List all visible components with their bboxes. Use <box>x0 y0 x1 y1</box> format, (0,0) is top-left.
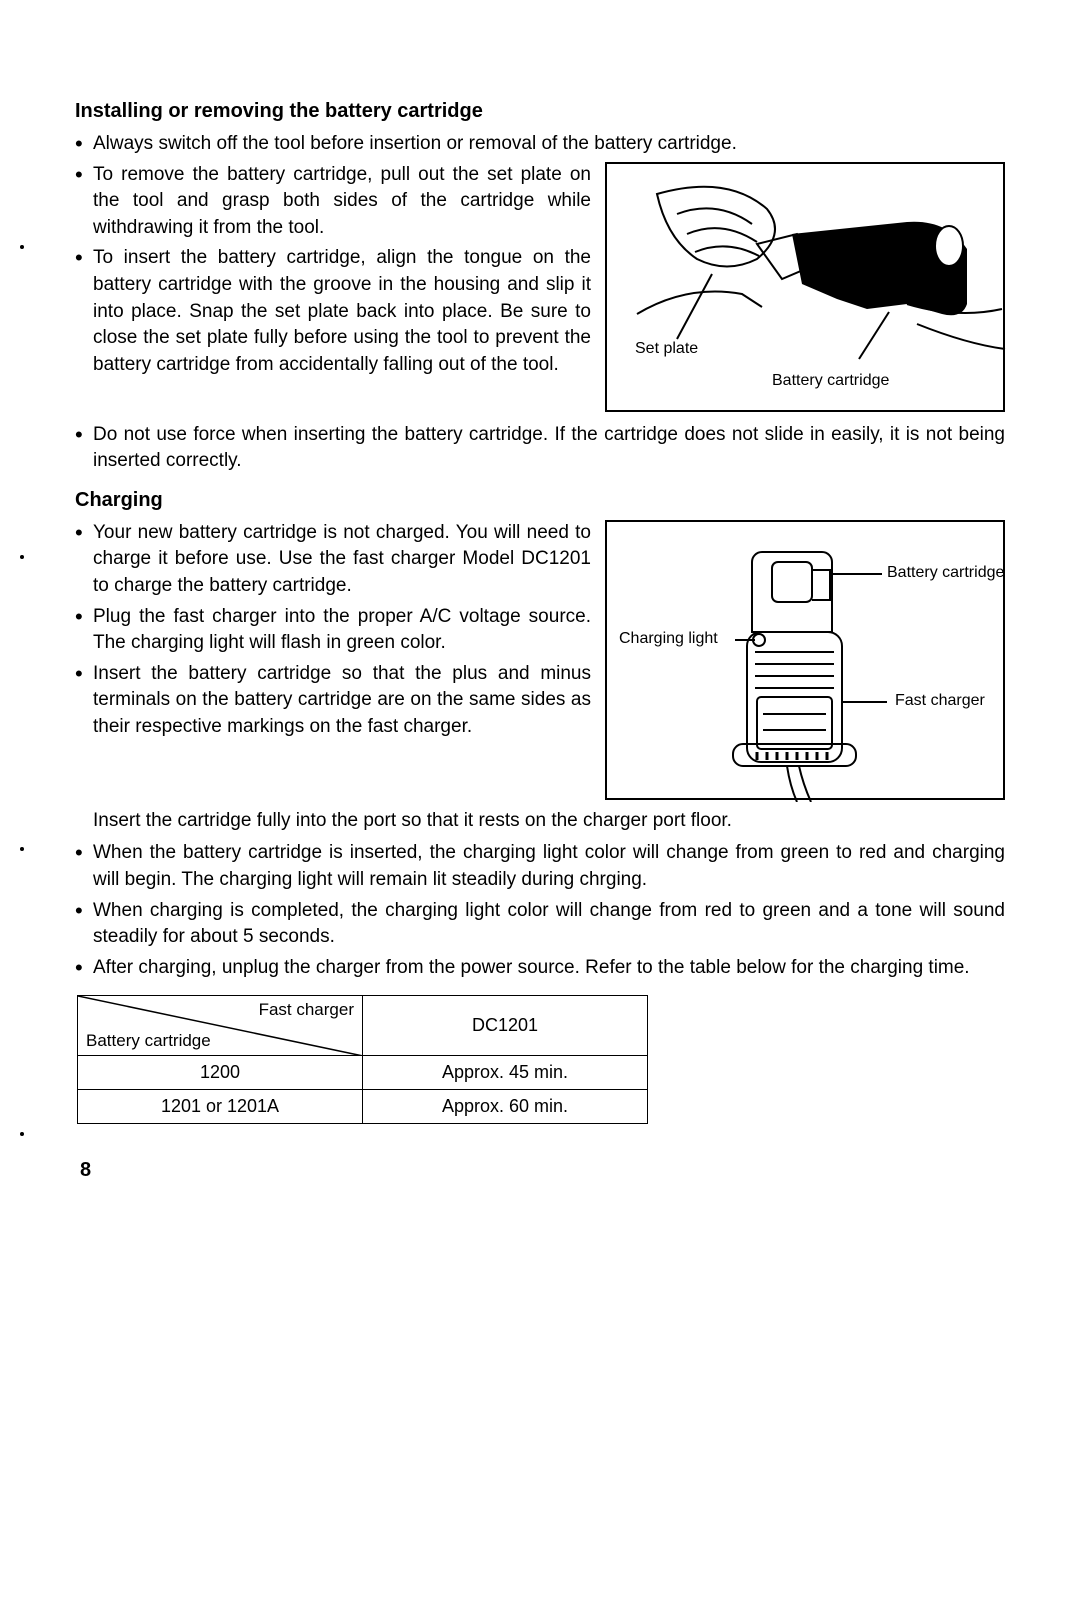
bullet-text: Do not use force when inserting the batt… <box>93 422 1005 475</box>
col-header: DC1201 <box>363 996 648 1056</box>
bullet-c3: • Insert the battery cartridge so that t… <box>75 661 591 741</box>
bullet-text: Plug the fast charger into the proper A/… <box>93 604 591 657</box>
bullet-c3-cont: Insert the cartridge fully into the port… <box>93 808 1005 835</box>
bullet-text: To insert the battery cartridge, align t… <box>93 245 591 378</box>
page-number: 8 <box>80 1159 91 1182</box>
bullet-dot: • <box>75 661 93 741</box>
fig2-label-battery: Battery cartridge <box>887 564 1004 582</box>
fig1-label-battery: Battery cartridge <box>772 372 889 390</box>
bullet-c2: • Plug the fast charger into the proper … <box>75 604 591 657</box>
bullet-dot: • <box>75 162 93 242</box>
bullet-text: When the battery cartridge is inserted, … <box>93 840 1005 893</box>
cell: 1201 or 1201A <box>78 1090 363 1124</box>
bullet-dot: • <box>75 955 93 982</box>
bullet-2: • To remove the battery cartridge, pull … <box>75 162 591 242</box>
fig2-label-charger: Fast charger <box>895 692 985 710</box>
figure-1: Set plate Battery cartridge <box>605 162 1005 412</box>
bullet-dot: • <box>75 520 93 600</box>
bullet-text: Always switch off the tool before insert… <box>93 131 1005 158</box>
bullet-dot: • <box>75 245 93 378</box>
bullet-text: To remove the battery cartridge, pull ou… <box>93 162 591 242</box>
bullet-c5: • When charging is completed, the chargi… <box>75 898 1005 951</box>
bullet-4: • Do not use force when inserting the ba… <box>75 422 1005 475</box>
bullet-c1: • Your new battery cartridge is not char… <box>75 520 591 600</box>
charging-table: Fast charger Battery cartridge DC1201 12… <box>77 995 648 1124</box>
section2-heading: Charging <box>75 489 1005 512</box>
bullet-3: • To insert the battery cartridge, align… <box>75 245 591 378</box>
cell: Approx. 45 min. <box>363 1056 648 1090</box>
margin-dot <box>20 1132 24 1136</box>
fig2-label-light: Charging light <box>619 630 718 648</box>
margin-dot <box>20 555 24 559</box>
bullet-c4: • When the battery cartridge is inserted… <box>75 840 1005 893</box>
bullet-text: When charging is completed, the charging… <box>93 898 1005 951</box>
margin-dot <box>20 245 24 249</box>
bullet-text: Your new battery cartridge is not charge… <box>93 520 591 600</box>
bullet-dot: • <box>75 898 93 951</box>
table-row: 1201 or 1201A Approx. 60 min. <box>78 1090 648 1124</box>
cell: Approx. 60 min. <box>363 1090 648 1124</box>
bullet-dot: • <box>75 131 93 158</box>
table-row: 1200 Approx. 45 min. <box>78 1056 648 1090</box>
bullet-1: • Always switch off the tool before inse… <box>75 131 1005 158</box>
section1-heading: Installing or removing the battery cartr… <box>75 100 1005 123</box>
bullet-dot: • <box>75 604 93 657</box>
corner-top: Fast charger <box>259 1000 354 1020</box>
bullet-text: Insert the battery cartridge so that the… <box>93 661 591 741</box>
corner-bottom: Battery cartridge <box>86 1031 211 1051</box>
bullet-dot: • <box>75 422 93 475</box>
bullet-text: After charging, unplug the charger from … <box>93 955 1005 982</box>
figure-2: Battery cartridge Charging light Fast ch… <box>605 520 1005 800</box>
table-corner: Fast charger Battery cartridge <box>78 996 363 1056</box>
bullet-c6: • After charging, unplug the charger fro… <box>75 955 1005 982</box>
bullet-dot: • <box>75 840 93 893</box>
margin-dot <box>20 847 24 851</box>
fig1-label-setplate: Set plate <box>635 340 698 358</box>
cell: 1200 <box>78 1056 363 1090</box>
